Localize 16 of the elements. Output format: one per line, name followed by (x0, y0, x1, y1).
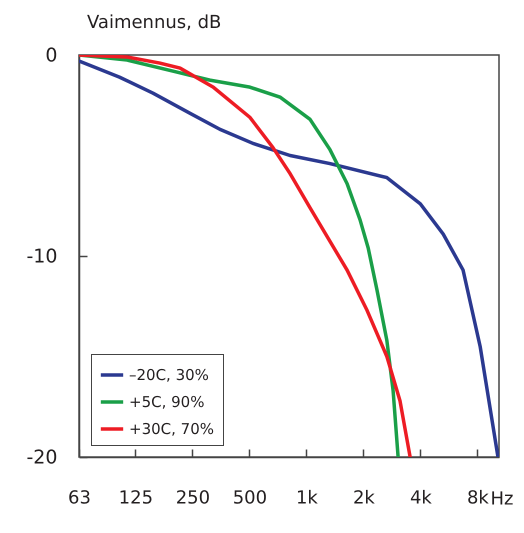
y-tick-label: 0 (45, 44, 58, 66)
x-tick-label: 4k (410, 488, 432, 508)
y-tick-label: -20 (26, 446, 58, 468)
y-tick-label: -10 (26, 246, 58, 268)
legend-label: +30C, 70% (129, 420, 214, 438)
x-tick-label: 500 (232, 488, 268, 508)
chart-title: Vaimennus, dB (87, 12, 222, 33)
x-tick-label: 125 (118, 488, 154, 508)
x-axis-title: Hz (490, 488, 514, 510)
x-tick-label: 250 (176, 488, 210, 508)
x-tick-label: 63 (68, 488, 91, 508)
x-tick-label: 8k (466, 488, 490, 508)
legend-label: –20C, 30% (129, 366, 209, 384)
x-tick-label: 1k (296, 488, 318, 508)
x-tick-label: 2k (352, 488, 376, 508)
legend-label: +5C, 90% (129, 393, 204, 411)
